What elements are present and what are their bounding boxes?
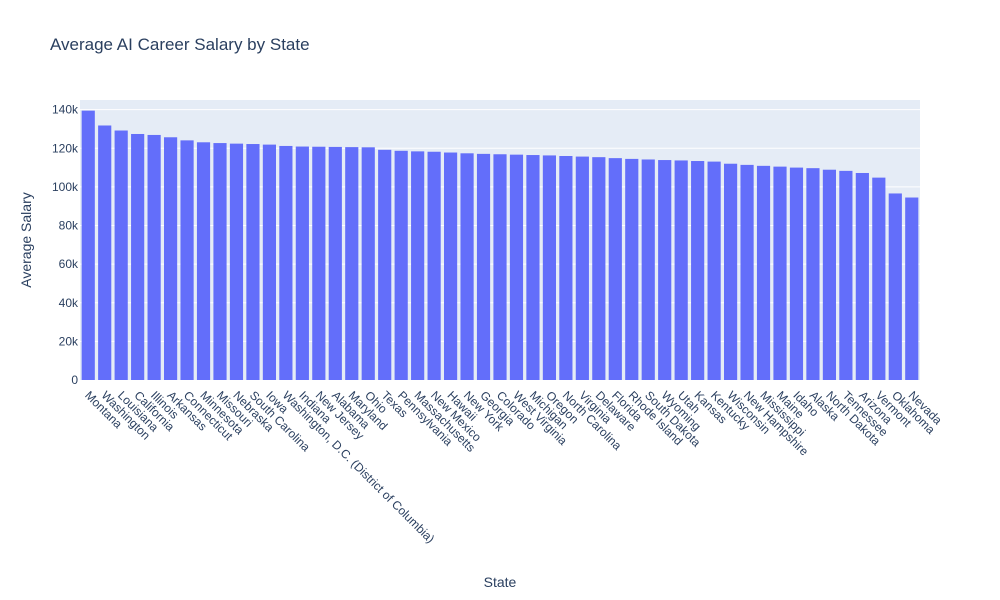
bar	[905, 197, 919, 380]
bar	[427, 151, 441, 380]
bar	[839, 170, 853, 380]
bar	[246, 144, 260, 380]
bar	[855, 172, 869, 380]
chart-title: Average AI Career Salary by State	[50, 35, 310, 54]
bar	[476, 153, 491, 380]
bar	[740, 164, 754, 380]
bar	[608, 158, 622, 380]
bar	[411, 151, 425, 380]
bar	[361, 147, 375, 380]
bar	[444, 152, 458, 380]
bar	[196, 142, 211, 380]
bar	[262, 144, 276, 380]
bar	[328, 146, 342, 380]
bar	[789, 167, 804, 380]
bars	[81, 110, 919, 380]
y-tick-label: 100k	[52, 180, 79, 194]
bar	[559, 156, 573, 380]
y-tick-label: 20k	[59, 334, 79, 348]
bar	[773, 166, 787, 380]
bar	[542, 155, 556, 380]
bar	[509, 154, 524, 380]
bar	[213, 143, 227, 380]
bar	[756, 165, 771, 380]
bar	[526, 155, 540, 380]
bar	[114, 130, 128, 380]
y-tick-label: 120k	[52, 141, 79, 155]
bar	[806, 168, 820, 380]
bar	[493, 154, 507, 380]
bar	[279, 145, 293, 380]
bar	[707, 161, 721, 380]
bar	[674, 160, 688, 380]
bar	[460, 153, 474, 380]
bar	[164, 137, 178, 380]
bar	[724, 163, 738, 380]
y-tick-label: 80k	[59, 219, 79, 233]
bar	[180, 140, 194, 380]
bar	[229, 143, 244, 380]
bar	[625, 158, 639, 380]
bar	[147, 134, 161, 380]
bar	[81, 110, 95, 380]
bar	[312, 146, 326, 380]
bar	[872, 177, 886, 380]
y-tick-label: 0	[71, 373, 78, 387]
y-tick-label: 40k	[59, 296, 79, 310]
bar	[592, 157, 606, 380]
bar	[131, 133, 145, 380]
bar	[888, 193, 902, 380]
bar	[575, 156, 589, 380]
y-axis-title: Average Salary	[18, 192, 34, 287]
y-axis-ticks: 0 20k 40k 60k 80k 100k 120k 140k	[52, 103, 79, 387]
bar	[345, 147, 359, 380]
y-tick-label: 140k	[52, 103, 79, 117]
bar	[394, 150, 408, 380]
x-axis-title: State	[484, 574, 517, 590]
bar	[822, 169, 836, 380]
x-axis-ticks: MontanaWashingtonLouisianaCaliforniaIlli…	[82, 388, 945, 546]
bar	[378, 149, 392, 380]
y-tick-label: 60k	[59, 257, 79, 271]
bar	[641, 159, 655, 380]
bar	[658, 160, 672, 380]
bar	[691, 161, 705, 380]
bar	[98, 125, 112, 380]
bar	[295, 146, 309, 380]
